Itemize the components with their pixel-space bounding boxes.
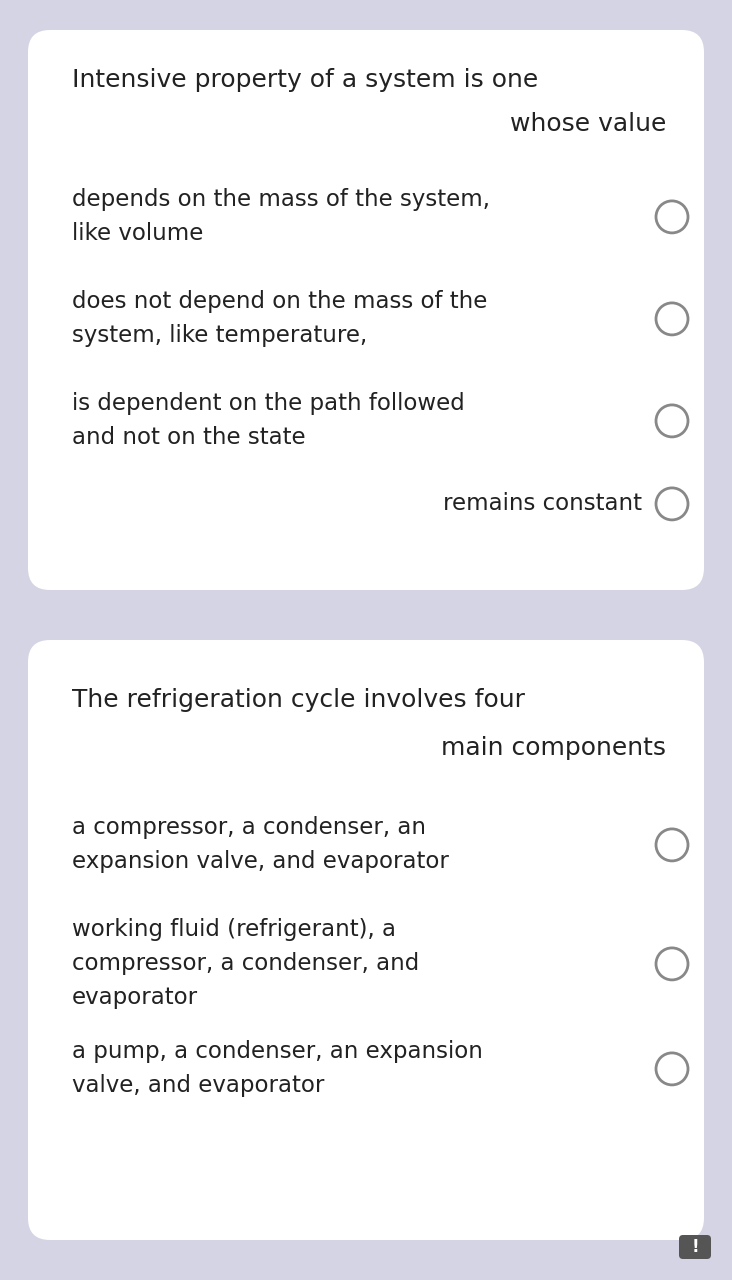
Text: and not on the state: and not on the state [72,426,306,449]
Text: system, like temperature,: system, like temperature, [72,324,367,347]
Text: expansion valve, and evaporator: expansion valve, and evaporator [72,850,449,873]
FancyBboxPatch shape [679,1235,711,1260]
Text: does not depend on the mass of the: does not depend on the mass of the [72,291,488,314]
Text: a compressor, a condenser, an: a compressor, a condenser, an [72,817,426,838]
FancyBboxPatch shape [28,29,704,590]
Text: Intensive property of a system is one: Intensive property of a system is one [72,68,538,92]
Text: valve, and evaporator: valve, and evaporator [72,1074,324,1097]
Text: compressor, a condenser, and: compressor, a condenser, and [72,952,419,975]
Text: working fluid (refrigerant), a: working fluid (refrigerant), a [72,918,396,941]
Text: a pump, a condenser, an expansion: a pump, a condenser, an expansion [72,1039,483,1062]
Text: !: ! [691,1238,699,1256]
Text: The refrigeration cycle involves four: The refrigeration cycle involves four [72,689,525,712]
Text: depends on the mass of the system,: depends on the mass of the system, [72,188,490,211]
Text: like volume: like volume [72,221,203,244]
FancyBboxPatch shape [28,640,704,1240]
Text: evaporator: evaporator [72,986,198,1009]
Text: is dependent on the path followed: is dependent on the path followed [72,392,465,415]
Text: main components: main components [441,736,666,760]
Text: remains constant: remains constant [443,492,642,515]
Text: whose value: whose value [509,111,666,136]
